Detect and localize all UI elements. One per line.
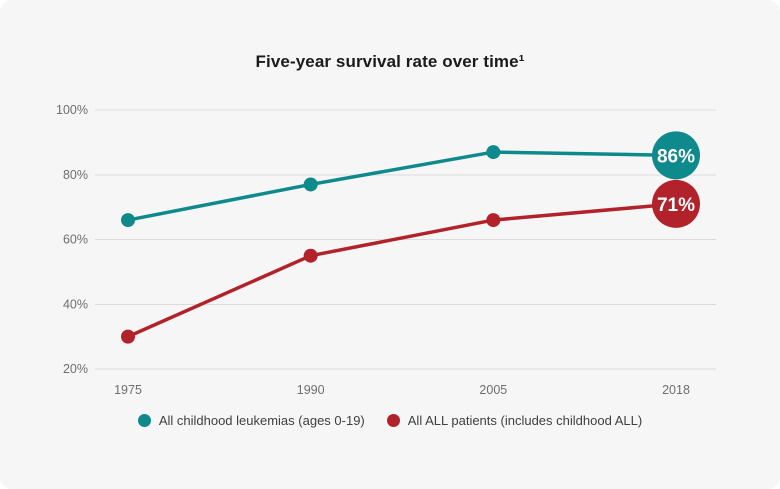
- x-axis-tick-label: 2018: [662, 383, 690, 397]
- y-axis-tick-label: 20%: [63, 362, 88, 376]
- chart-title: Five-year survival rate over time¹: [255, 52, 525, 71]
- data-point: [486, 213, 501, 228]
- value-badge-label: 71%: [657, 195, 695, 216]
- data-point: [121, 213, 135, 228]
- value-badge-label: 86%: [657, 146, 695, 167]
- value-badge: [652, 131, 700, 180]
- data-point: [486, 145, 501, 160]
- y-axis-tick-label: 80%: [63, 168, 88, 182]
- data-point: [121, 329, 135, 344]
- x-axis-tick-label: 1975: [114, 383, 142, 397]
- value-badge: [652, 179, 700, 228]
- legend-label: All childhood leukemias (ages 0-19): [158, 413, 365, 428]
- y-axis-tick-label: 60%: [63, 233, 88, 247]
- legend-item: All childhood leukemias (ages 0-19): [137, 413, 365, 428]
- legend-label: All ALL patients (includes childhood ALL…: [407, 413, 643, 428]
- x-axis-tick-label: 2005: [479, 383, 507, 397]
- legend-marker-dot: [386, 414, 400, 427]
- legend-item: All ALL patients (includes childhood ALL…: [386, 413, 643, 428]
- series-line-0: [126, 150, 678, 222]
- chart-legend: All childhood leukemias (ages 0-19) All A…: [0, 413, 780, 428]
- data-point: [303, 177, 318, 192]
- y-axis-tick-label: 100%: [56, 103, 88, 117]
- data-point: [303, 248, 318, 263]
- legend-marker-dot: [137, 414, 151, 427]
- x-axis-tick-label: 1990: [297, 383, 325, 397]
- y-axis-tick-label: 40%: [63, 297, 88, 311]
- series-line-1: [126, 202, 678, 339]
